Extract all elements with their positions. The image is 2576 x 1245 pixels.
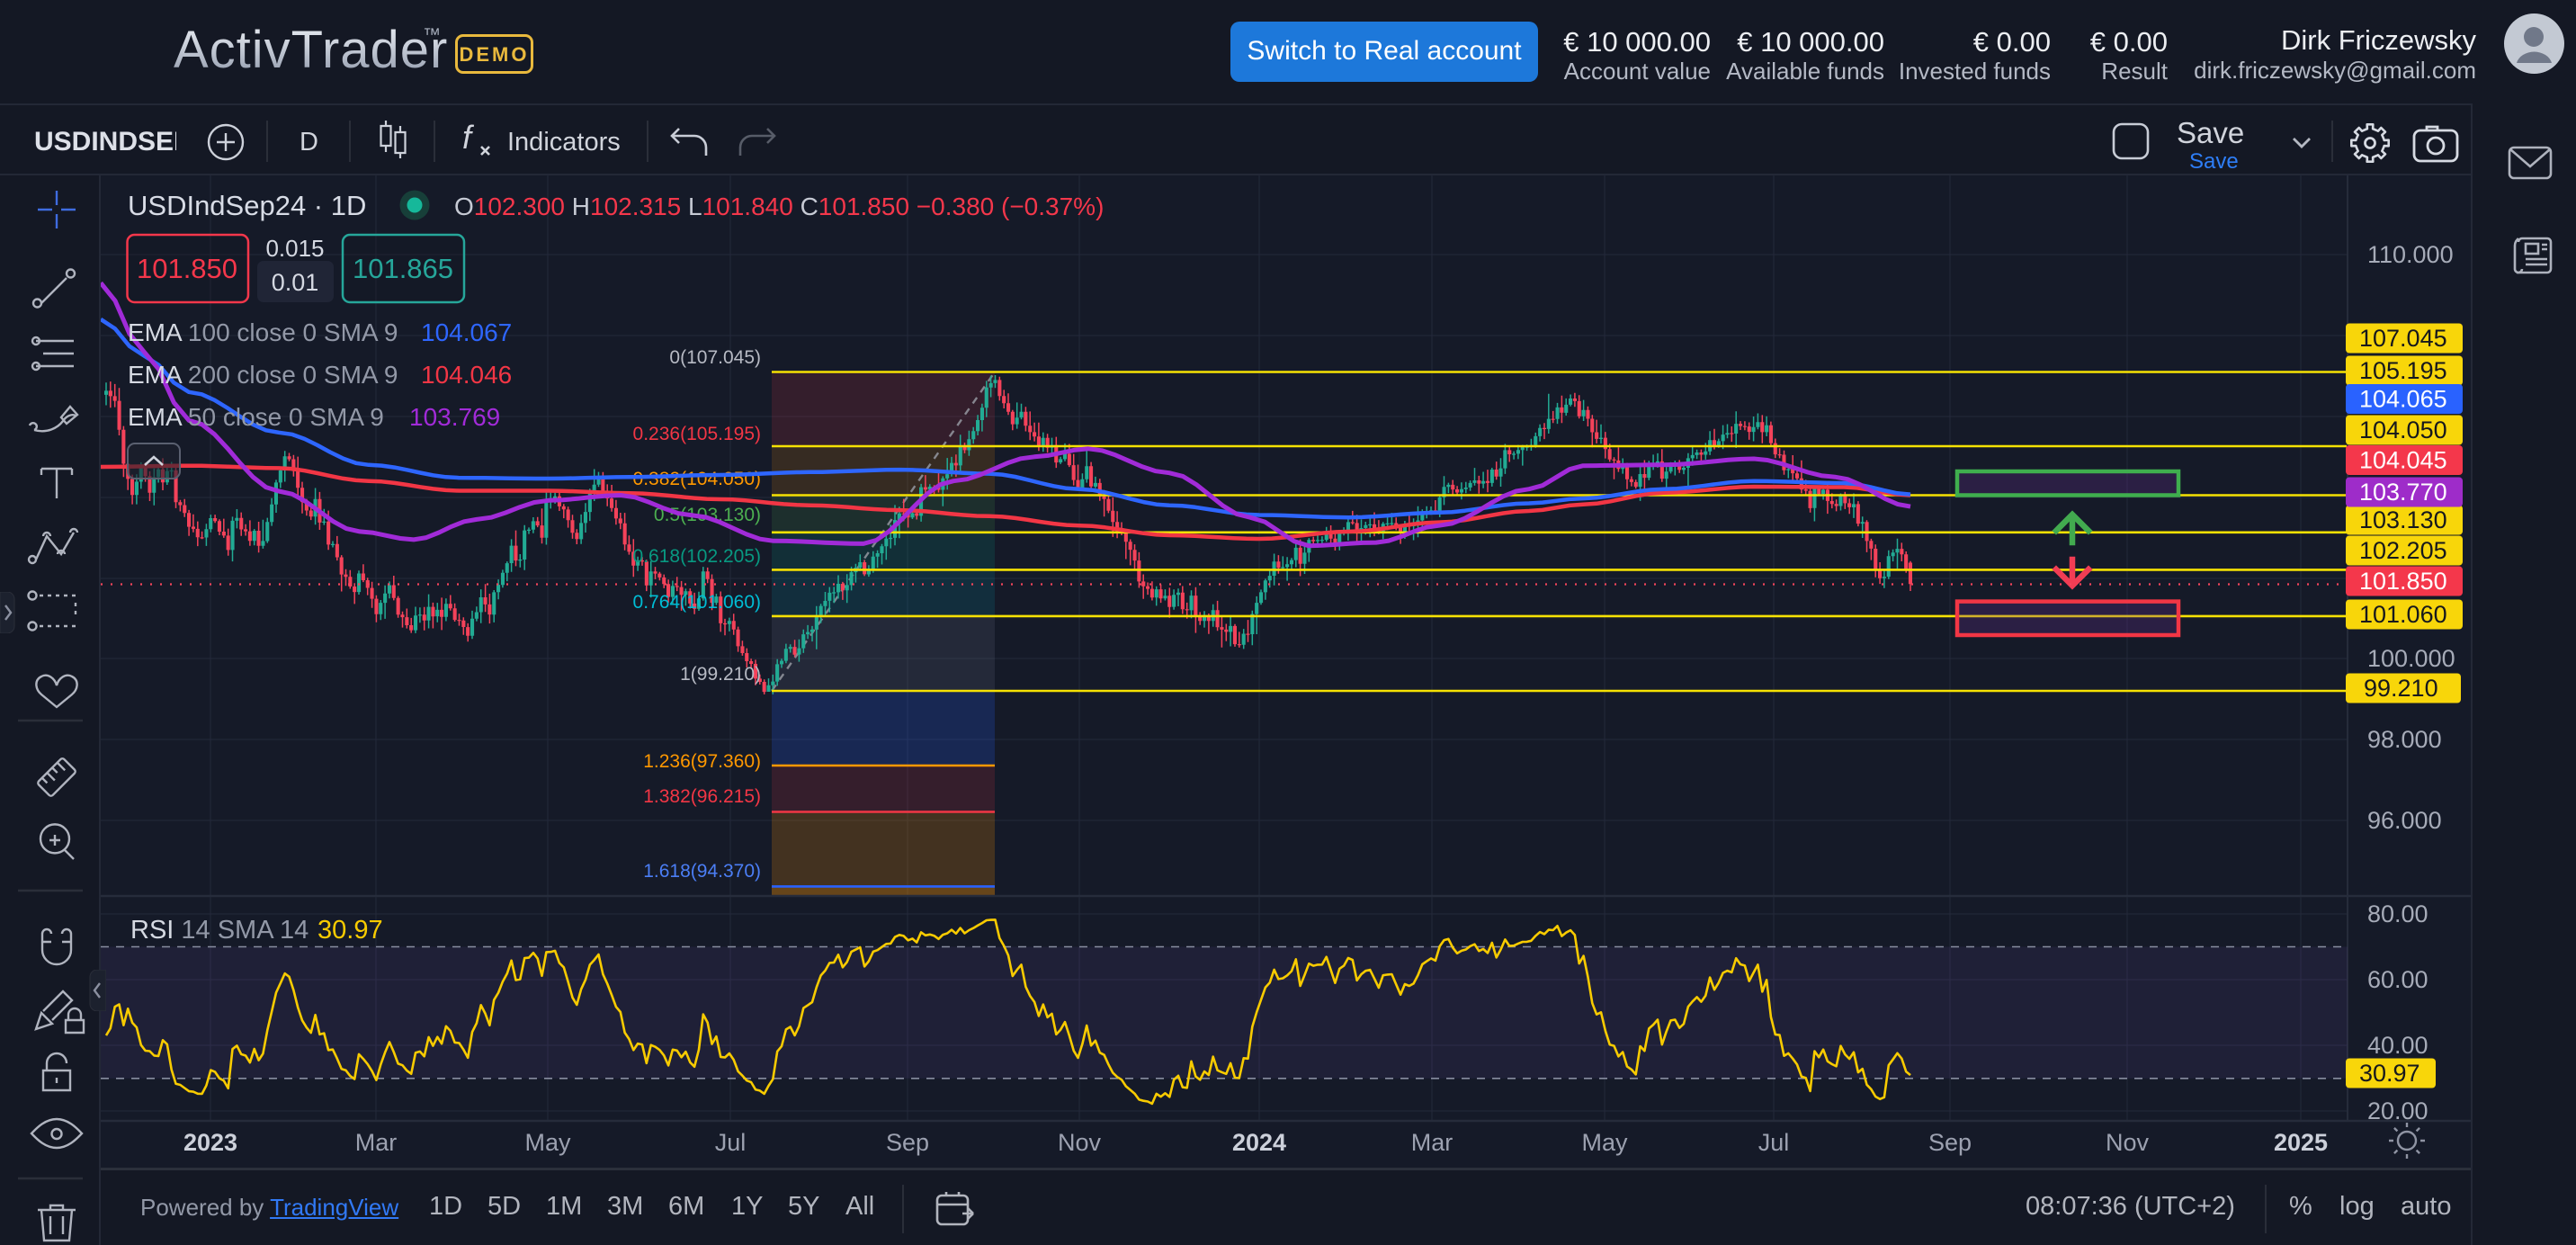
svg-text:0.764(101.060): 0.764(101.060) [633,592,761,613]
svg-text:99.210: 99.210 [2364,675,2438,702]
svg-text:102.205: 102.205 [2359,537,2447,564]
svg-text:103.769: 103.769 [409,403,500,431]
svg-text:0(107.045): 0(107.045) [669,347,761,368]
svg-text:30.97: 30.97 [318,916,383,945]
svg-text:Nov: Nov [2106,1129,2150,1156]
svg-text:RSI 14 SMA 14: RSI 14 SMA 14 [130,916,309,945]
svg-text:110.000: 110.000 [2367,241,2454,268]
svg-text:0.5(103.130): 0.5(103.130) [654,505,761,525]
svg-text:1.382(96.215): 1.382(96.215) [643,786,761,807]
svg-text:0.01: 0.01 [272,269,319,296]
svg-text:0.015: 0.015 [265,235,324,262]
svg-text:2024: 2024 [1232,1129,1286,1156]
svg-text:USDIndSep24 · 1D: USDIndSep24 · 1D [128,190,366,221]
svg-text:1(99.210): 1(99.210) [680,664,761,685]
svg-text:Jul: Jul [715,1129,747,1156]
svg-text:O102.300 H102.315 L101.840 C10: O102.300 H102.315 L101.840 C101.850 −0.3… [454,193,1104,220]
svg-text:101.865: 101.865 [353,253,453,284]
svg-text:May: May [1581,1129,1628,1156]
svg-text:30.97: 30.97 [2359,1060,2420,1087]
svg-text:Mar: Mar [355,1129,398,1156]
svg-text:101.060: 101.060 [2359,601,2447,628]
svg-text:100.000: 100.000 [2367,645,2455,672]
svg-text:20.00: 20.00 [2367,1097,2428,1124]
svg-text:Sep: Sep [1928,1129,1972,1156]
svg-text:103.770: 103.770 [2359,479,2447,506]
svg-text:Jul: Jul [1758,1129,1790,1156]
svg-text:96.000: 96.000 [2367,807,2442,834]
svg-text:0.618(102.205): 0.618(102.205) [633,546,761,567]
svg-text:f: f [462,121,475,156]
svg-text:May: May [524,1129,571,1156]
svg-text:EMA 100 close 0 SMA 9: EMA 100 close 0 SMA 9 [128,318,398,346]
svg-text:80.00: 80.00 [2367,900,2428,927]
svg-text:Nov: Nov [1058,1129,1102,1156]
svg-text:EMA 50 close 0 SMA 9: EMA 50 close 0 SMA 9 [128,403,384,431]
svg-text:60.00: 60.00 [2367,966,2428,993]
svg-text:2025: 2025 [2274,1129,2328,1156]
svg-text:2023: 2023 [183,1129,237,1156]
svg-text:0.236(105.195): 0.236(105.195) [633,424,761,444]
svg-text:Sep: Sep [886,1129,929,1156]
svg-text:104.050: 104.050 [2359,416,2447,443]
svg-text:1.236(97.360): 1.236(97.360) [643,751,761,772]
svg-text:101.850: 101.850 [2359,568,2447,595]
svg-text:Mar: Mar [1411,1129,1453,1156]
svg-text:107.045: 107.045 [2359,325,2447,352]
svg-text:104.065: 104.065 [2359,386,2447,413]
svg-text:101.850: 101.850 [137,253,237,284]
svg-text:EMA 200 close 0 SMA 9: EMA 200 close 0 SMA 9 [128,361,398,389]
svg-text:1.618(94.370): 1.618(94.370) [643,861,761,882]
svg-text:104.067: 104.067 [421,318,512,346]
svg-text:40.00: 40.00 [2367,1032,2428,1059]
svg-text:105.195: 105.195 [2359,357,2447,384]
svg-text:0.382(104.050): 0.382(104.050) [633,469,761,489]
svg-text:104.045: 104.045 [2359,447,2447,474]
svg-text:103.130: 103.130 [2359,506,2447,533]
svg-text:104.046: 104.046 [421,361,512,389]
svg-text:98.000: 98.000 [2367,726,2442,753]
